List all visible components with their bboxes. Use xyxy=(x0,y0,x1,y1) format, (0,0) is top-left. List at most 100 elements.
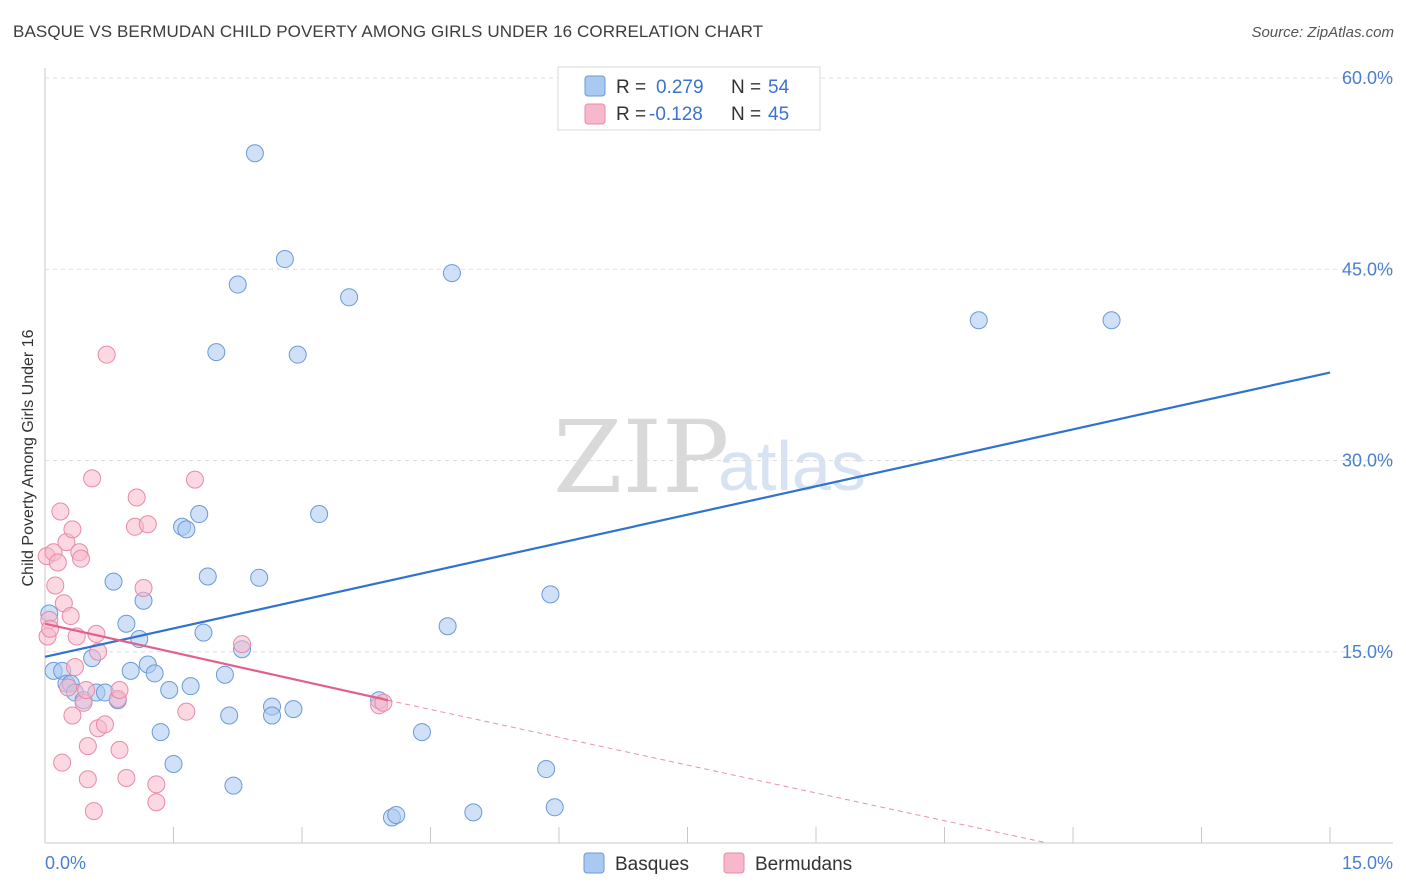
point-basques-28 xyxy=(215,665,234,684)
point-basques-38 xyxy=(284,700,303,719)
point-bermudans-8 xyxy=(53,753,72,772)
point-bermudans-11 xyxy=(59,678,78,697)
y-tick-label-30: 30.0% xyxy=(1342,451,1393,471)
point-basques-13 xyxy=(121,661,140,680)
bottom-legend-swatch-basques xyxy=(583,852,605,874)
legend-n-value-basques: 54 xyxy=(768,77,790,98)
point-bermudans-12 xyxy=(61,607,80,626)
watermark-zip: ZIP xyxy=(553,399,729,516)
y-tick-label-45: 45.0% xyxy=(1342,259,1393,279)
point-basques-53 xyxy=(1102,311,1121,330)
point-basques-12 xyxy=(117,614,136,633)
point-bermudans-6 xyxy=(48,553,67,572)
point-basques-30 xyxy=(224,776,243,795)
source-label: Source: ZipAtlas.com xyxy=(1251,24,1394,41)
y-axis-label: Child Poverty Among Girls Under 16 xyxy=(20,329,37,586)
point-basques-20 xyxy=(164,754,183,773)
point-bermudans-13 xyxy=(63,520,82,539)
trend-lines xyxy=(44,371,1331,844)
point-basques-37 xyxy=(275,250,294,269)
watermark-atlas: atlas xyxy=(718,427,866,505)
point-bermudans-20 xyxy=(77,681,96,699)
point-basques-10 xyxy=(104,572,123,591)
legend-n-value-bermudans: 45 xyxy=(768,104,789,125)
point-bermudans-31 xyxy=(110,681,129,699)
point-basques-39 xyxy=(288,345,307,364)
x-tick-label-min: 0.0% xyxy=(45,853,86,873)
y-tick-label-60: 60.0% xyxy=(1342,68,1393,88)
point-bermudans-42 xyxy=(233,635,252,654)
point-basques-50 xyxy=(541,585,560,604)
point-basques-24 xyxy=(190,505,209,524)
point-basques-17 xyxy=(145,664,164,683)
point-bermudans-7 xyxy=(51,502,70,521)
point-basques-36 xyxy=(263,706,282,725)
point-bermudans-39 xyxy=(147,793,166,812)
legend: R = 0.279 N = 54 R = -0.128 N = 45 xyxy=(557,66,821,131)
trend-line-bermudans xyxy=(44,622,388,702)
point-basques-52 xyxy=(969,311,988,330)
point-bermudans-32 xyxy=(110,740,129,759)
point-bermudans-35 xyxy=(127,488,146,507)
point-bermudans-28 xyxy=(95,715,114,734)
legend-n-label-basques: N = xyxy=(731,77,761,98)
point-bermudans-29 xyxy=(97,345,116,364)
legend-r-value-bermudans: -0.128 xyxy=(649,104,703,125)
point-bermudans-3 xyxy=(41,619,60,638)
x-tick-label-max: 15.0% xyxy=(1342,853,1393,873)
series-bermudans-points xyxy=(37,345,393,821)
point-bermudans-41 xyxy=(185,470,204,489)
point-basques-25 xyxy=(194,623,213,642)
point-basques-47 xyxy=(442,264,461,283)
legend-n-label-bermudans: N = xyxy=(731,104,761,125)
point-basques-18 xyxy=(151,723,170,742)
chart-title: BASQUE VS BERMUDAN CHILD POVERTY AMONG G… xyxy=(13,22,764,41)
point-bermudans-37 xyxy=(138,515,157,534)
point-basques-48 xyxy=(464,803,483,822)
point-bermudans-36 xyxy=(134,579,153,597)
bottom-legend-swatch-bermudans xyxy=(723,852,745,874)
point-basques-29 xyxy=(220,706,239,725)
point-bermudans-23 xyxy=(83,469,102,488)
point-bermudans-14 xyxy=(63,706,82,725)
legend-r-label-bermudans: R = xyxy=(616,104,646,125)
point-basques-27 xyxy=(207,343,226,362)
point-bermudans-18 xyxy=(71,549,90,568)
point-bermudans-33 xyxy=(117,768,136,787)
point-bermudans-15 xyxy=(65,658,84,677)
point-basques-23 xyxy=(181,677,200,696)
y-tick-label-15: 15.0% xyxy=(1342,642,1393,662)
bottom-legend-label-basques: Basques xyxy=(615,854,689,875)
point-bermudans-40 xyxy=(177,702,196,721)
point-basques-26 xyxy=(198,567,217,586)
point-basques-51 xyxy=(545,798,564,817)
point-basques-49 xyxy=(537,760,556,779)
point-bermudans-21 xyxy=(78,737,97,756)
bottom-legend: Basques Bermudans xyxy=(583,852,852,875)
point-bermudans-26 xyxy=(89,642,108,661)
point-basques-44 xyxy=(387,805,406,824)
gridlines xyxy=(45,77,1393,653)
trend-extension-bermudans xyxy=(387,699,1048,844)
legend-r-value-basques: 0.279 xyxy=(656,77,704,98)
point-basques-45 xyxy=(412,723,431,742)
point-basques-46 xyxy=(438,617,457,636)
bottom-legend-label-bermudans: Bermudans xyxy=(755,854,852,875)
x-tick-marks xyxy=(173,827,1331,843)
point-basques-34 xyxy=(250,568,269,587)
point-basques-33 xyxy=(245,144,264,163)
point-bermudans-38 xyxy=(147,775,166,794)
point-bermudans-22 xyxy=(78,770,97,789)
point-basques-40 xyxy=(310,505,329,524)
legend-swatch-basques xyxy=(584,75,606,97)
y-tick-labels: 15.0% 30.0% 45.0% 60.0% xyxy=(1342,68,1393,662)
point-bermudans-24 xyxy=(84,802,103,821)
point-basques-19 xyxy=(160,681,179,699)
point-basques-22 xyxy=(177,520,196,539)
legend-swatch-bermudans xyxy=(584,103,606,125)
point-basques-41 xyxy=(340,288,359,307)
trend-line-basques xyxy=(44,371,1331,658)
point-basques-31 xyxy=(228,275,247,294)
legend-r-label-basques: R = xyxy=(616,77,646,98)
